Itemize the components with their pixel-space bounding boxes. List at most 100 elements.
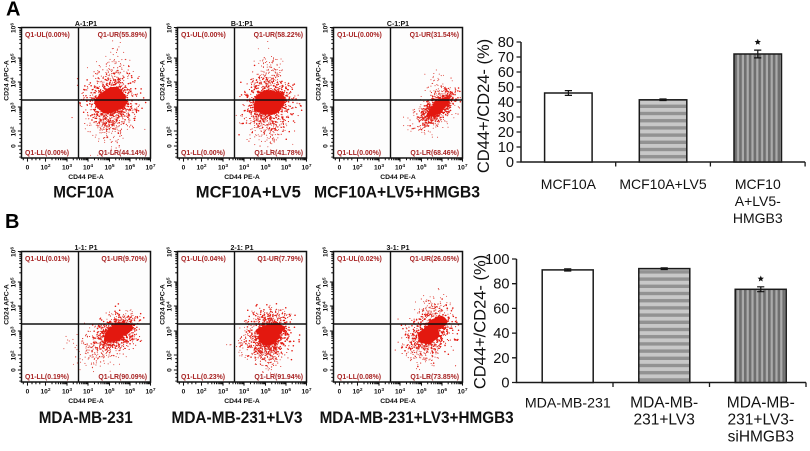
svg-text:MDA-MB-231: MDA-MB-231: [525, 396, 611, 412]
svg-text:103: 103: [374, 387, 384, 395]
svg-text:40: 40: [493, 326, 509, 342]
svg-text:Q1-UL(0.00%): Q1-UL(0.00%): [25, 32, 70, 39]
svg-text:106: 106: [321, 23, 329, 33]
svg-text:105: 105: [165, 277, 173, 287]
svg-text:102: 102: [40, 163, 50, 171]
svg-text:Q1-LR(44.14%): Q1-LR(44.14%): [98, 150, 147, 157]
svg-text:Q1-LL(0.00%): Q1-LL(0.00%): [337, 150, 381, 157]
svg-text:104: 104: [239, 163, 249, 171]
svg-text:80: 80: [493, 277, 509, 293]
svg-text:Q1-LR(90.09%): Q1-LR(90.09%): [98, 374, 147, 381]
svg-text:C-1:P1: C-1:P1: [387, 21, 409, 28]
svg-text:107: 107: [301, 163, 311, 171]
svg-text:Q1-LL(0.08%): Q1-LL(0.08%): [337, 374, 381, 381]
svg-text:3-1: P1: 3-1: P1: [387, 245, 410, 252]
svg-text:60: 60: [493, 301, 509, 317]
svg-text:2-1: P1: 2-1: P1: [231, 245, 254, 252]
svg-text:102: 102: [321, 126, 329, 136]
svg-text:105: 105: [260, 163, 270, 171]
svg-text:CD44 PE-A: CD44 PE-A: [380, 398, 416, 405]
svg-text:104: 104: [239, 387, 249, 395]
svg-text:103: 103: [321, 326, 329, 336]
svg-text:Q1-UL(0.00%): Q1-UL(0.00%): [337, 32, 382, 39]
svg-text:Q1-LL(0.23%): Q1-LL(0.23%): [181, 374, 225, 381]
svg-text:106: 106: [437, 163, 447, 171]
svg-text:20: 20: [493, 351, 509, 367]
svg-text:107: 107: [301, 387, 311, 395]
svg-text:Q1-LR(41.78%): Q1-LR(41.78%): [254, 150, 303, 157]
svg-text:104: 104: [321, 77, 329, 87]
svg-text:CD44+/CD24- (%): CD44+/CD24- (%): [475, 39, 493, 173]
svg-text:0: 0: [26, 389, 30, 396]
svg-text:103: 103: [62, 387, 72, 395]
svg-text:Q1-LR(68.46%): Q1-LR(68.46%): [410, 150, 459, 157]
svg-text:Q1-UL(0.02%): Q1-UL(0.02%): [337, 256, 382, 263]
svg-text:MDA-MB-231+LV3+HMGB3: MDA-MB-231+LV3+HMGB3: [320, 409, 514, 427]
svg-text:102: 102: [9, 350, 17, 360]
svg-text:102: 102: [165, 126, 173, 136]
svg-text:0: 0: [26, 165, 30, 172]
svg-text:102: 102: [40, 387, 50, 395]
svg-text:CD44 PE-A: CD44 PE-A: [68, 398, 104, 405]
svg-text:0: 0: [182, 389, 186, 396]
svg-text:MCF10A+LV5: MCF10A+LV5: [196, 184, 301, 202]
svg-text:MCF10A: MCF10A: [541, 176, 597, 192]
svg-text:103: 103: [165, 326, 173, 336]
svg-text:105: 105: [165, 53, 173, 63]
svg-text:104: 104: [165, 301, 173, 311]
svg-text:B: B: [5, 211, 19, 233]
svg-text:0: 0: [506, 155, 514, 171]
svg-text:105: 105: [416, 163, 426, 171]
svg-text:1-1: P1: 1-1: P1: [75, 245, 98, 252]
svg-text:70: 70: [498, 50, 514, 66]
svg-text:106: 106: [9, 247, 17, 257]
svg-text:106: 106: [125, 163, 135, 171]
svg-text:CD44 PE-A: CD44 PE-A: [68, 174, 104, 181]
svg-text:103: 103: [165, 102, 173, 112]
svg-text:Q1-UR(58.22%): Q1-UR(58.22%): [254, 32, 303, 39]
svg-text:106: 106: [165, 247, 173, 257]
svg-text:CD44 PE-A: CD44 PE-A: [224, 174, 260, 181]
svg-text:106: 106: [165, 23, 173, 33]
svg-text:0: 0: [338, 165, 342, 172]
svg-text:CD44 PE-A: CD44 PE-A: [380, 174, 416, 181]
svg-text:107: 107: [457, 163, 467, 171]
svg-text:106: 106: [281, 163, 291, 171]
svg-text:102: 102: [165, 350, 173, 360]
svg-text:105: 105: [260, 387, 270, 395]
svg-text:102: 102: [321, 350, 329, 360]
svg-text:103: 103: [9, 326, 17, 336]
svg-text:104: 104: [165, 77, 173, 87]
svg-text:0: 0: [11, 144, 18, 148]
svg-text:231+LV3: 231+LV3: [634, 412, 695, 429]
svg-text:105: 105: [9, 277, 17, 287]
svg-text:102: 102: [352, 163, 362, 171]
svg-text:0: 0: [167, 368, 174, 372]
svg-text:MCF10: MCF10: [735, 176, 781, 192]
svg-text:Q1-UR(26.05%): Q1-UR(26.05%): [410, 256, 459, 263]
svg-text:104: 104: [395, 387, 405, 395]
svg-text:50: 50: [498, 80, 514, 96]
svg-text:CD24 APC-A: CD24 APC-A: [4, 60, 11, 101]
svg-text:105: 105: [321, 277, 329, 287]
svg-text:102: 102: [352, 387, 362, 395]
svg-text:103: 103: [218, 163, 228, 171]
svg-text:CD44+/CD24- (%): CD44+/CD24- (%): [472, 255, 490, 389]
svg-text:MDA-MB-: MDA-MB-: [727, 395, 795, 412]
svg-text:MDA-MB-231+LV3: MDA-MB-231+LV3: [172, 409, 303, 427]
svg-text:Q1-UR(31.54%): Q1-UR(31.54%): [410, 32, 459, 39]
svg-text:MCF10A+LV5+HMGB3: MCF10A+LV5+HMGB3: [314, 184, 480, 202]
svg-text:A-1:P1: A-1:P1: [75, 21, 97, 28]
svg-text:MDA-MB-: MDA-MB-: [630, 395, 698, 412]
svg-text:103: 103: [62, 163, 72, 171]
svg-text:105: 105: [104, 163, 114, 171]
svg-text:231+LV3-: 231+LV3-: [728, 412, 795, 429]
svg-text:B-1:P1: B-1:P1: [231, 21, 253, 28]
svg-text:HMGB3: HMGB3: [733, 210, 783, 226]
svg-text:Q1-UL(0.00%): Q1-UL(0.00%): [181, 32, 226, 39]
svg-text:106: 106: [281, 387, 291, 395]
svg-text:107: 107: [457, 387, 467, 395]
svg-text:A+LV5-: A+LV5-: [735, 193, 781, 209]
svg-text:Q1-UR(9.70%): Q1-UR(9.70%): [101, 256, 147, 263]
svg-text:0: 0: [11, 368, 18, 372]
